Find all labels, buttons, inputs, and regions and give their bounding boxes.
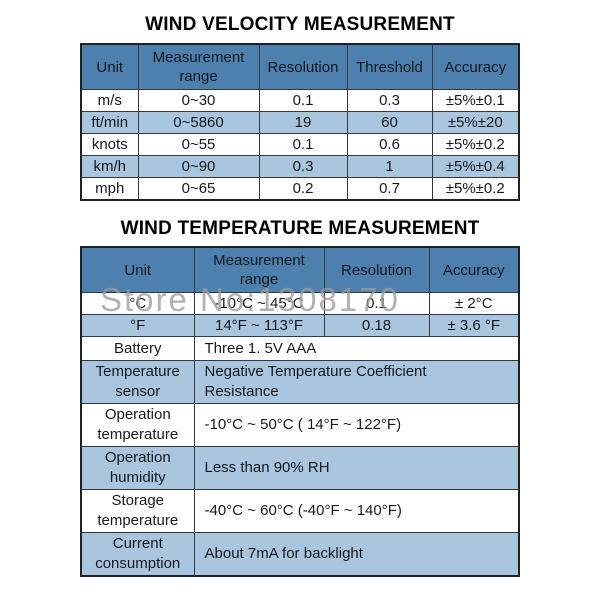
spec-value: Three 1. 5V AAA (193, 336, 520, 361)
table-row: mph 0~65 0.2 0.7 ±5%±0.2 (80, 177, 520, 201)
table-cell: 0.3 (258, 155, 348, 178)
spec-label: Storage temperature (80, 489, 195, 533)
table-cell: ft/min (80, 111, 139, 134)
table-cell: 0~30 (137, 89, 260, 112)
table-cell: 0.1 (258, 89, 348, 112)
column-header: Measurement range (137, 43, 260, 90)
table-cell: m/s (80, 89, 139, 112)
spec-value: Negative Temperature Coefficient Resista… (193, 360, 520, 404)
table-cell: 60 (346, 111, 433, 134)
table-row: °C -10°C ~ 45°C 0.1 ± 2°C (80, 292, 520, 315)
table-cell: 0.2 (258, 177, 348, 201)
table-cell: 0.7 (346, 177, 433, 201)
column-header: Unit (80, 246, 195, 293)
table-cell: 0~90 (137, 155, 260, 178)
table-row: Operation temperature -10°C ~ 50°C ( 14°F… (80, 403, 520, 447)
table-cell: 0~65 (137, 177, 260, 201)
table-row: °F 14°F ~ 113°F 0.18 ± 3.6 °F (80, 314, 520, 337)
table-cell: mph (80, 177, 139, 201)
table-cell: 0.1 (258, 133, 348, 156)
table-cell: ±5%±20 (431, 111, 520, 134)
table-cell: 0.1 (323, 292, 430, 315)
temperature-unit-rows: °C -10°C ~ 45°C 0.1 ± 2°C °F 14°F ~ 113°F 0.18… (80, 292, 520, 337)
temperature-header-row: Unit Measurement range Resolution Accuracy (80, 246, 520, 293)
table-row: Battery Three 1. 5V AAA (80, 336, 520, 361)
table-cell: ± 3.6 °F (428, 314, 520, 337)
velocity-table-body: m/s 0~30 0.1 0.3 ±5%±0.1 ft/min 0~5860 19 60 ±5%±… (80, 89, 520, 201)
column-header: Measurement range (193, 246, 325, 293)
table-cell: ±5%±0.2 (431, 177, 520, 201)
velocity-table-title: WIND VELOCITY MEASUREMENT (145, 14, 455, 35)
column-header: Unit (80, 43, 139, 90)
table-cell: 0.6 (346, 133, 433, 156)
spec-label: Temperature sensor (80, 360, 195, 404)
table-cell: 19 (258, 111, 348, 134)
spec-label: Current consumption (80, 532, 195, 577)
table-cell: 0~55 (137, 133, 260, 156)
table-row: Current consumption About 7mA for backlig… (80, 532, 520, 577)
spec-value: About 7mA for backlight (193, 532, 520, 577)
table-row: Temperature sensor Negative Temperature C… (80, 360, 520, 404)
column-header: Resolution (323, 246, 430, 293)
temperature-table-title: WIND TEMPERATURE MEASUREMENT (120, 218, 480, 239)
table-cell: knots (80, 133, 139, 156)
table-cell: km/h (80, 155, 139, 178)
column-header: Threshold (346, 43, 433, 90)
column-header: Accuracy (431, 43, 520, 90)
table-row: ft/min 0~5860 19 60 ±5%±20 (80, 111, 520, 134)
spec-label: Operation temperature (80, 403, 195, 447)
spec-value: -40°C ~ 60°C (-40°F ~ 140°F) (193, 489, 520, 533)
table-cell: 0.18 (323, 314, 430, 337)
column-header: Accuracy (428, 246, 520, 293)
table-row: km/h 0~90 0.3 1 ±5%±0.4 (80, 155, 520, 178)
spec-label: Battery (80, 336, 195, 361)
table-cell: ±5%±0.2 (431, 133, 520, 156)
velocity-header-row: Unit Measurement range Resolution Threshold… (80, 43, 520, 90)
table-cell: °F (80, 314, 195, 337)
table-cell: -10°C ~ 45°C (193, 292, 325, 315)
column-header: Resolution (258, 43, 348, 90)
spec-label: Operation humidity (80, 446, 195, 490)
table-cell: 0.3 (346, 89, 433, 112)
table-cell: 1 (346, 155, 433, 178)
table-cell: 0~5860 (137, 111, 260, 134)
table-row: Storage temperature -40°C ~ 60°C (-40°F ~… (80, 489, 520, 533)
table-cell: 14°F ~ 113°F (193, 314, 325, 337)
table-cell: °C (80, 292, 195, 315)
table-row: Operation humidity Less than 90% RH (80, 446, 520, 490)
spec-value: Less than 90% RH (193, 446, 520, 490)
spec-value: -10°C ~ 50°C ( 14°F ~ 122°F) (193, 403, 520, 447)
table-row: knots 0~55 0.1 0.6 ±5%±0.2 (80, 133, 520, 156)
temperature-spec-rows: Battery Three 1. 5V AAA Temperature sensor… (80, 336, 520, 577)
table-row: m/s 0~30 0.1 0.3 ±5%±0.1 (80, 89, 520, 112)
wind-velocity-table: Unit Measurement range Resolution Threshold… (80, 43, 520, 201)
table-cell: ± 2°C (428, 292, 520, 315)
table-cell: ±5%±0.4 (431, 155, 520, 178)
table-cell: ±5%±0.1 (431, 89, 520, 112)
wind-temperature-table: Unit Measurement range Resolution Accuracy … (80, 246, 520, 577)
